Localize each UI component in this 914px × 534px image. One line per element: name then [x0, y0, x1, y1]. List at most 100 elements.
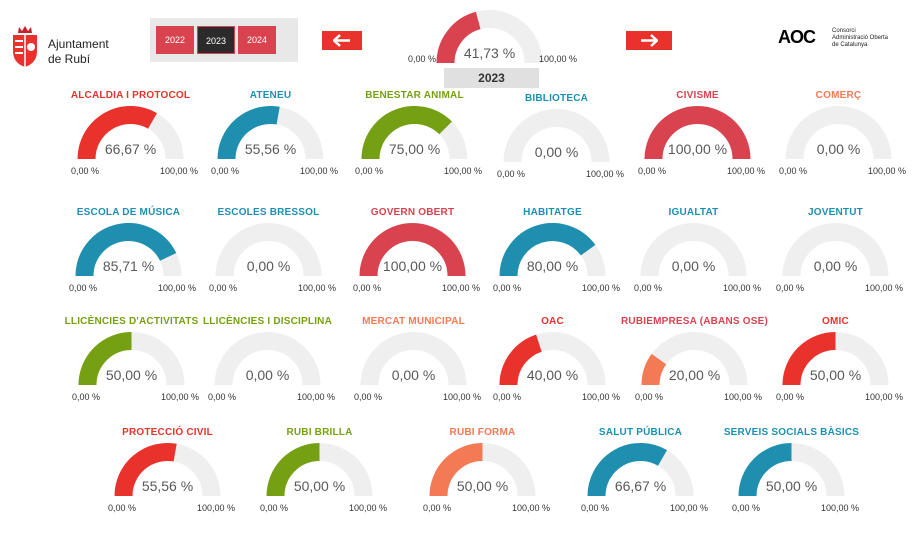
gauge-min: 0,00 % — [108, 503, 137, 513]
gauge-fill — [217, 106, 280, 160]
gauge-max: 100,00 % — [867, 166, 906, 176]
gauge-value: 0,00 % — [245, 367, 290, 383]
gauge-min: 0,00 % — [260, 503, 289, 513]
gauge-oac: OAC 40,00 % 0,00 % 100,00 % — [493, 316, 620, 406]
gauge-min: 0,00 % — [423, 503, 452, 513]
arrow-right-icon — [641, 34, 659, 47]
gauge-arc — [114, 443, 221, 497]
gauge-rubi-brilla: RUBI BRILLA 50,00 % 0,00 % 100,00 % — [260, 427, 387, 517]
gauge-min: 0,00 % — [497, 169, 526, 179]
gauge-min: 0,00 % — [581, 503, 610, 513]
gauge-title: ESCOLA DE MÚSICA — [76, 207, 181, 218]
aoc-mark: AOC — [778, 27, 816, 47]
gauge-min: 0,00 % — [493, 283, 522, 293]
gauge-track — [503, 109, 610, 163]
gauge-title: ALCALDIA I PROTOCOL — [70, 90, 191, 101]
gauge-escoles-bressol: ESCOLES BRESSOL 0,00 % 0,00 % 100,00 % — [209, 207, 336, 297]
gauge-arc — [738, 443, 845, 497]
gauge-max: 100,00 % — [442, 392, 481, 402]
gauge-value: 0,00 % — [816, 141, 861, 157]
gauge-track — [215, 223, 322, 277]
selected-year-label: 2023 — [444, 68, 539, 88]
gauge-fill — [587, 443, 667, 497]
rubi-crest-icon — [13, 26, 37, 67]
gauge-habitatge: HABITATGE 80,00 % 0,00 % 100,00 % — [493, 207, 620, 297]
gauge-arc — [78, 332, 185, 386]
gauge-arc — [266, 443, 373, 497]
gauge-max: 100,00 % — [157, 283, 196, 293]
gauge-min: 0,00 % — [355, 166, 384, 176]
gauge-title: OMIC — [822, 316, 849, 327]
gauge-title: IGUALTAT — [668, 207, 719, 218]
gauge-serveis-socials-b-sics: SERVEIS SOCIALS BÀSICS 50,00 % 0,00 % 100,0… — [724, 427, 859, 517]
gauge-value: 0,00 % — [246, 258, 291, 274]
gauge-track — [782, 223, 889, 277]
gauge-arc — [215, 223, 322, 277]
gauge-max: 100,00 % — [669, 503, 708, 513]
gauge-track — [785, 106, 892, 160]
gauge-min: 0,00 % — [208, 392, 237, 402]
gauge-track — [360, 332, 467, 386]
gauge-arc — [499, 223, 606, 277]
gauge-fill — [361, 106, 452, 160]
summary-value: 41,73 % — [463, 45, 516, 61]
gauge-mercat-municipal: MERCAT MUNICIPAL 0,00 % 0,00 % 100,00 % — [354, 316, 481, 406]
gauge-arc — [360, 332, 467, 386]
gauge-arc — [499, 332, 606, 386]
gauge-llic-ncies-i-disciplina: LLICÈNCIES I DISCIPLINA 0,00 % 0,00 % 100,0… — [203, 316, 335, 406]
logo-text: Ajuntament de Rubí — [48, 37, 109, 67]
gauge-title: CIVISME — [676, 90, 719, 101]
gauge-value: 66,67 % — [104, 141, 157, 157]
year-button-2024[interactable]: 2024 — [238, 26, 276, 54]
gauge-max: 100,00 % — [511, 503, 550, 513]
gauge-title: RUBIEMPRESA (ABANS OSE) — [620, 316, 769, 327]
gauge-arc — [785, 106, 892, 160]
year-button-2023[interactable]: 2023 — [197, 26, 235, 54]
gauge-fill — [738, 443, 792, 497]
gauge-biblioteca: BIBLIOTECA 0,00 % 0,00 % 100,00 % — [497, 93, 624, 183]
gauge-max: 100,00 % — [820, 503, 859, 513]
gauge-max: 100,00 % — [864, 392, 903, 402]
gauge-max: 100,00 % — [581, 283, 620, 293]
gauge-title: SERVEIS SOCIALS BÀSICS — [723, 427, 860, 438]
gauge-min: 0,00 % — [209, 283, 238, 293]
prev-arrow-button[interactable] — [322, 31, 362, 50]
gauge-protecci-civil: PROTECCIÓ CIVIL 55,56 % 0,00 % 100,00 % — [108, 427, 235, 517]
gauge-arc — [77, 106, 184, 160]
gauge-ateneu: ATENEU 55,56 % 0,00 % 100,00 % — [211, 90, 338, 180]
gauge-salut-p-blica: SALUT PÚBLICA 66,67 % 0,00 % 100,00 % — [581, 427, 708, 517]
gauge-alcaldia-i-protocol: ALCALDIA I PROTOCOL 66,67 % 0,00 % 100,00 % — [71, 90, 198, 180]
gauge-title: HABITATGE — [523, 207, 582, 218]
gauge-govern-obert: GOVERN OBERT 100,00 % 0,00 % 100,00 % — [353, 207, 480, 297]
gauge-value: 50,00 % — [456, 478, 509, 494]
gauge-title: ATENEU — [249, 90, 292, 101]
gauge-title: COMERÇ — [815, 90, 862, 101]
gauge-arc — [75, 223, 182, 277]
gauge-value: 0,00 % — [671, 258, 716, 274]
gauge-title: JOVENTUT — [808, 207, 863, 218]
logo-text-line2: de Rubí — [48, 52, 91, 66]
next-arrow-button[interactable] — [626, 31, 672, 50]
gauge-max: 100,00 % — [581, 392, 620, 402]
gauge-value: 80,00 % — [526, 258, 579, 274]
gauge-civisme: CIVISME 100,00 % 0,00 % 100,00 % — [638, 90, 765, 180]
gauge-rubiempresa-abans-ose: RUBIEMPRESA (ABANS OSE) 20,00 % 0,00 % 100,… — [621, 316, 768, 406]
gauge-title: OAC — [541, 316, 564, 327]
gauge-max: 100,00 % — [722, 283, 761, 293]
year-button-2022[interactable]: 2022 — [156, 26, 194, 54]
gauge-value: 100,00 % — [382, 258, 443, 274]
gauge-min: 0,00 % — [493, 392, 522, 402]
gauge-fill — [499, 223, 596, 277]
gauge-max: 100,00 % — [441, 283, 480, 293]
arrow-left-icon — [332, 34, 350, 47]
gauge-fill — [75, 223, 177, 277]
gauge-fill — [78, 332, 132, 386]
gauge-arc — [640, 223, 747, 277]
gauge-value: 75,00 % — [388, 141, 441, 157]
gauge-value: 50,00 % — [765, 478, 818, 494]
gauge-fill — [644, 106, 751, 160]
gauge-title: ESCOLES BRESSOL — [217, 207, 320, 218]
gauge-arc — [503, 109, 610, 163]
gauge-min: 0,00 % — [776, 392, 805, 402]
gauge-min: 0,00 % — [354, 392, 383, 402]
